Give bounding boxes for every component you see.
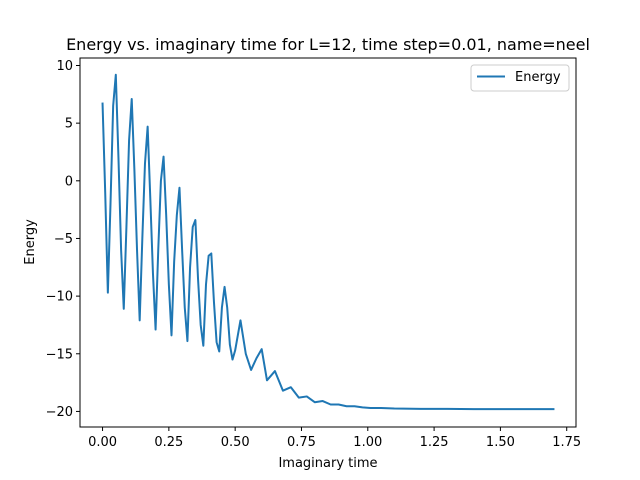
- x-tick-label: 1.00: [353, 435, 382, 450]
- y-axis-label: Energy: [23, 219, 38, 265]
- x-tick-label: 0.25: [154, 435, 183, 450]
- y-tick-label: 5: [65, 117, 73, 132]
- axes-frame: [79, 57, 577, 428]
- series-line-energy: [101, 73, 555, 411]
- chart-title: Energy vs. imaginary time for L=12, time…: [66, 35, 590, 54]
- x-tick-label: 0.00: [88, 435, 117, 450]
- x-tick-label: 1.25: [420, 435, 449, 450]
- y-tick-label: −5: [54, 232, 73, 247]
- legend-label-energy: Energy: [515, 70, 561, 85]
- y-tick-label: −10: [46, 290, 73, 305]
- legend-box: [470, 64, 570, 92]
- y-tick-label: 0: [65, 174, 73, 189]
- x-tick-label: 1.75: [552, 435, 581, 450]
- x-axis-label: Imaginary time: [278, 456, 377, 471]
- y-tick-label: −20: [46, 405, 73, 420]
- y-axis: 10 5 0 −5 −10 −15 −20: [46, 59, 80, 420]
- x-axis: 0.00 0.25 0.50 0.75 1.00 1.25 1.50 1.75: [88, 427, 581, 450]
- x-tick-label: 1.50: [486, 435, 515, 450]
- y-tick-label: 10: [56, 59, 73, 74]
- legend: Energy: [470, 64, 570, 92]
- y-tick-label: −15: [46, 347, 73, 362]
- x-tick-label: 0.50: [221, 435, 250, 450]
- x-tick-label: 0.75: [287, 435, 316, 450]
